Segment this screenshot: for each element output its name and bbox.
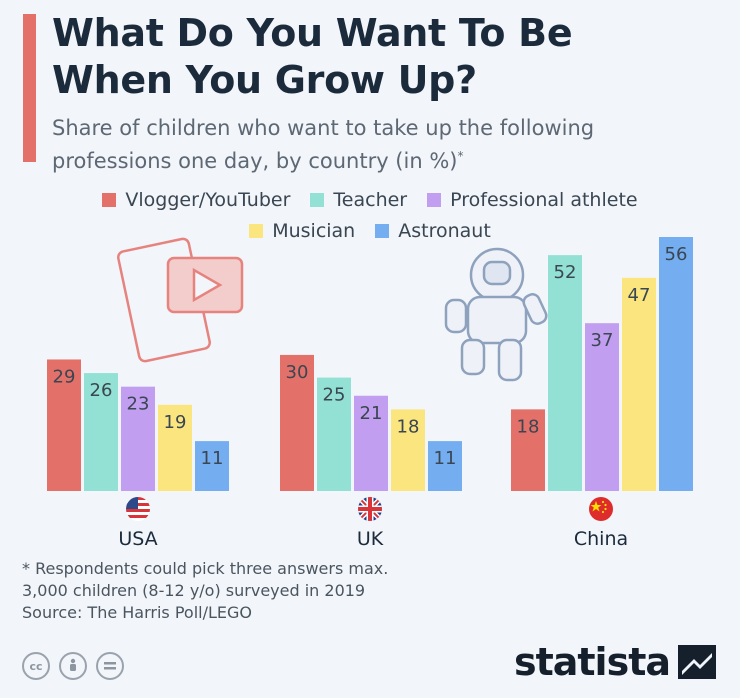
category-labels: USA UK China <box>118 528 628 550</box>
legend-item-athlete: Professional athlete <box>427 189 638 211</box>
data-label: 26 <box>90 380 113 401</box>
legend-label: Astronaut <box>398 220 491 242</box>
legend-swatch <box>375 224 390 238</box>
legend-swatch <box>102 193 117 207</box>
footnote-line-2: 3,000 children (8-12 y/o) surveyed in 20… <box>22 581 366 600</box>
uk-flag-icon <box>358 497 382 521</box>
footnote-line-1: * Respondents could pick three answers m… <box>22 559 389 578</box>
data-label: 21 <box>360 403 383 424</box>
legend-item-musician: Musician <box>249 220 355 242</box>
data-label: 30 <box>286 362 309 383</box>
flags-group <box>126 497 613 521</box>
data-label: 23 <box>127 394 150 415</box>
bar-uk-3 <box>391 409 425 491</box>
tablet-play-icon <box>117 237 244 363</box>
accent-bar <box>23 14 36 162</box>
data-label: 18 <box>397 416 420 437</box>
legend-swatch <box>427 193 442 207</box>
astronaut-icon <box>444 247 548 382</box>
by-icon[interactable] <box>59 652 87 680</box>
bars-group: 29 26 23 19 11 30 25 21 18 11 18 52 37 47 56 <box>47 237 693 491</box>
data-label: 11 <box>201 448 224 469</box>
bar-uk-2 <box>354 395 388 491</box>
data-label: 18 <box>517 416 540 437</box>
bar-china-1 <box>548 255 582 491</box>
brand-wordmark: statista <box>513 640 671 684</box>
data-label: 19 <box>164 412 187 433</box>
bar-china-2 <box>585 323 619 491</box>
bar-usa-0 <box>47 359 81 491</box>
data-label: 47 <box>628 285 651 306</box>
bar-usa-1 <box>84 373 118 491</box>
usa-flag-icon <box>126 497 150 521</box>
data-label: 52 <box>554 262 577 283</box>
license-icons: cc <box>22 652 124 680</box>
bar-uk-0 <box>280 354 314 491</box>
bar-china-3 <box>622 277 656 491</box>
source-line: Source: The Harris Poll/LEGO <box>22 603 253 622</box>
nd-icon[interactable] <box>96 652 124 680</box>
bar-china-0 <box>511 409 545 491</box>
bar-usa-3 <box>158 404 192 491</box>
legend-label: Vlogger/YouTuber <box>125 189 291 211</box>
bar-uk-4 <box>428 441 462 491</box>
legend: Vlogger/YouTuber Teacher Professional at… <box>0 186 740 248</box>
cc-icon[interactable]: cc <box>22 652 50 680</box>
category-label-china: China <box>574 528 628 550</box>
bar-usa-2 <box>121 386 155 491</box>
statista-logo-icon <box>678 645 716 679</box>
legend-item-vlogger: Vlogger/YouTuber <box>102 189 290 211</box>
legend-item-teacher: Teacher <box>310 189 407 211</box>
data-label: 25 <box>323 385 346 406</box>
legend-label: Musician <box>272 220 356 242</box>
legend-swatch <box>249 224 264 238</box>
data-label: 37 <box>591 330 614 351</box>
legend-swatch <box>310 193 325 207</box>
data-label: 11 <box>434 448 457 469</box>
brand-logo[interactable]: statista <box>514 640 716 684</box>
legend-row-1: Vlogger/YouTuber Teacher Professional at… <box>0 186 740 214</box>
bar-china-4 <box>659 237 693 491</box>
bar-uk-1 <box>317 377 351 491</box>
subtitle: Share of children who want to take up th… <box>52 116 595 173</box>
legend-row-2: Musician Astronaut <box>0 217 740 245</box>
data-label: 29 <box>53 366 76 387</box>
footnote: * Respondents could pick three answers m… <box>22 558 388 624</box>
category-label-uk: UK <box>357 528 384 550</box>
data-label: 56 <box>665 244 688 265</box>
china-flag-icon <box>589 497 613 521</box>
bar-usa-4 <box>195 441 229 491</box>
legend-label: Professional athlete <box>450 189 638 211</box>
legend-label: Teacher <box>333 189 408 211</box>
category-label-usa: USA <box>118 528 157 550</box>
legend-item-astronaut: Astronaut <box>375 220 491 242</box>
page-title: What Do You Want To Be When You Grow Up? <box>52 11 573 102</box>
